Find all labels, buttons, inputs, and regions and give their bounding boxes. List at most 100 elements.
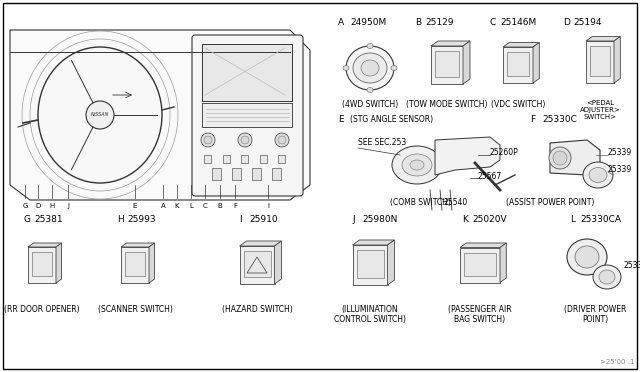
- Ellipse shape: [392, 146, 442, 184]
- Polygon shape: [239, 246, 275, 284]
- Polygon shape: [239, 241, 282, 246]
- Text: I: I: [239, 215, 242, 224]
- Text: 25339: 25339: [623, 260, 640, 269]
- Bar: [32, 252, 52, 276]
- Text: D: D: [35, 203, 40, 209]
- FancyBboxPatch shape: [202, 103, 292, 127]
- Text: SEE SEC.253: SEE SEC.253: [358, 138, 406, 147]
- Bar: [507, 52, 529, 76]
- Bar: [125, 252, 145, 276]
- Bar: [272, 168, 281, 180]
- Bar: [590, 46, 610, 76]
- Polygon shape: [500, 243, 506, 282]
- Text: (RR DOOR OPENER): (RR DOOR OPENER): [4, 305, 80, 314]
- Text: NISSAN: NISSAN: [91, 112, 109, 118]
- Text: >25'00 .1: >25'00 .1: [600, 359, 634, 365]
- Ellipse shape: [367, 87, 373, 93]
- Text: E: E: [133, 203, 137, 209]
- Polygon shape: [28, 243, 61, 247]
- Polygon shape: [586, 36, 620, 41]
- Ellipse shape: [391, 65, 397, 71]
- Ellipse shape: [583, 162, 613, 188]
- Polygon shape: [431, 41, 470, 46]
- Polygon shape: [387, 240, 394, 285]
- Polygon shape: [550, 140, 600, 175]
- Polygon shape: [353, 240, 394, 245]
- Text: 25339: 25339: [608, 148, 632, 157]
- Text: (TOW MODE SWITCH): (TOW MODE SWITCH): [406, 100, 488, 109]
- Text: <PEDAL
ADJUSTER>
SWITCH>: <PEDAL ADJUSTER> SWITCH>: [580, 100, 620, 120]
- Text: A: A: [338, 18, 344, 27]
- Ellipse shape: [204, 136, 212, 144]
- Text: L: L: [570, 215, 575, 224]
- Ellipse shape: [353, 53, 387, 83]
- Bar: [223, 155, 230, 163]
- Polygon shape: [149, 243, 155, 283]
- Text: (PASSENGER AIR
BAG SWITCH): (PASSENGER AIR BAG SWITCH): [448, 305, 512, 324]
- Text: F: F: [530, 115, 535, 124]
- Polygon shape: [28, 247, 56, 283]
- Polygon shape: [503, 42, 540, 47]
- Text: (4WD SWITCH): (4WD SWITCH): [342, 100, 398, 109]
- Ellipse shape: [238, 133, 252, 147]
- Text: (ASSIST POWER POINT): (ASSIST POWER POINT): [506, 198, 594, 207]
- Polygon shape: [10, 30, 310, 200]
- Ellipse shape: [361, 60, 379, 76]
- Bar: [252, 168, 261, 180]
- Polygon shape: [121, 247, 149, 283]
- Text: B: B: [415, 18, 421, 27]
- Bar: [435, 51, 459, 77]
- Ellipse shape: [410, 160, 424, 170]
- Text: G: G: [22, 203, 28, 209]
- Bar: [356, 250, 383, 278]
- Polygon shape: [614, 36, 620, 83]
- Polygon shape: [247, 257, 267, 273]
- Text: L: L: [189, 203, 193, 209]
- Text: 25910: 25910: [249, 215, 278, 224]
- Ellipse shape: [367, 44, 373, 48]
- Text: 25330C: 25330C: [542, 115, 577, 124]
- Text: 25980N: 25980N: [362, 215, 397, 224]
- FancyBboxPatch shape: [202, 44, 292, 101]
- Ellipse shape: [346, 46, 394, 90]
- Text: 25330CA: 25330CA: [580, 215, 621, 224]
- Polygon shape: [121, 243, 155, 247]
- Bar: [259, 155, 266, 163]
- Text: A: A: [161, 203, 165, 209]
- Text: 25020V: 25020V: [472, 215, 507, 224]
- Polygon shape: [460, 247, 500, 282]
- Text: (SCANNER SWITCH): (SCANNER SWITCH): [97, 305, 172, 314]
- Ellipse shape: [553, 151, 567, 165]
- Ellipse shape: [589, 167, 607, 183]
- Text: (VDC SWITCH): (VDC SWITCH): [491, 100, 545, 109]
- Bar: [464, 253, 496, 276]
- Text: (COMB SWITCH): (COMB SWITCH): [390, 198, 451, 207]
- Text: J: J: [67, 203, 69, 209]
- Bar: [243, 251, 271, 277]
- Bar: [204, 155, 211, 163]
- Text: 25540: 25540: [444, 198, 468, 207]
- Ellipse shape: [275, 133, 289, 147]
- Text: K: K: [462, 215, 468, 224]
- Polygon shape: [431, 46, 463, 84]
- Text: (STG ANGLE SENSOR): (STG ANGLE SENSOR): [350, 115, 433, 124]
- Text: E: E: [338, 115, 344, 124]
- Text: D: D: [563, 18, 570, 27]
- Ellipse shape: [575, 246, 599, 268]
- Text: 25993: 25993: [127, 215, 156, 224]
- Ellipse shape: [201, 133, 215, 147]
- Ellipse shape: [549, 147, 571, 169]
- Text: K: K: [175, 203, 179, 209]
- Text: B: B: [218, 203, 222, 209]
- Polygon shape: [460, 243, 506, 247]
- Polygon shape: [586, 41, 614, 83]
- Text: 25129: 25129: [425, 18, 454, 27]
- Text: 25339: 25339: [608, 165, 632, 174]
- Ellipse shape: [343, 65, 349, 71]
- Text: (ILLUMINATION
CONTROL SWITCH): (ILLUMINATION CONTROL SWITCH): [334, 305, 406, 324]
- Bar: [212, 168, 221, 180]
- Text: I: I: [267, 203, 269, 209]
- Text: 25260P: 25260P: [490, 148, 519, 157]
- Ellipse shape: [86, 101, 114, 129]
- Ellipse shape: [402, 154, 432, 176]
